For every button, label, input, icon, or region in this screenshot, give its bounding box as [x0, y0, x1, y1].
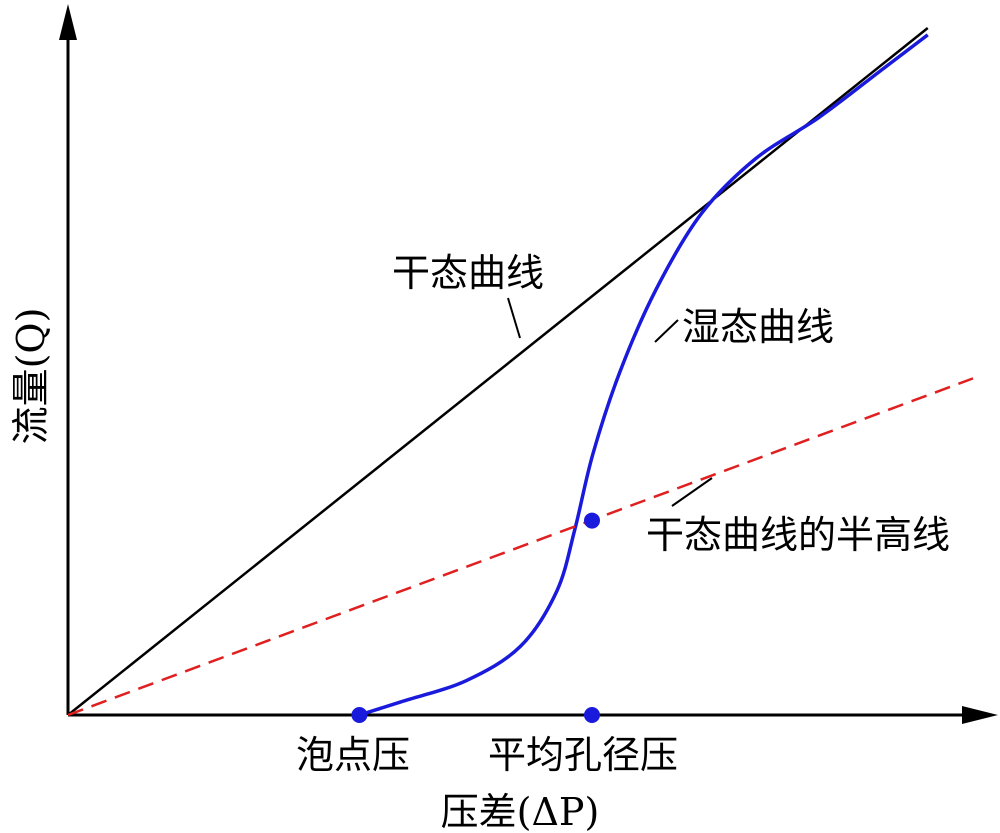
half-line-label: 干态曲线的半高线 [646, 513, 950, 557]
wet-curve-line [358, 33, 929, 717]
half-line-leader [671, 477, 713, 507]
y-axis-label: 流量(Q) [9, 308, 53, 445]
dry-curve-leader [507, 297, 521, 339]
bubble-point-marker [351, 707, 368, 723]
bubble-point-label: 泡点压 [296, 733, 410, 777]
mean-pore-label: 平均孔径压 [488, 733, 678, 777]
mean-pore-marker [583, 707, 600, 723]
x-axis-arrow [962, 706, 998, 724]
dry-curve-line [67, 27, 929, 716]
x-axis-label: 压差(ΔP) [441, 790, 600, 833]
points-layer [351, 512, 600, 723]
series-layer [67, 27, 974, 717]
wet-curve-label: 湿态曲线 [682, 305, 834, 349]
half-height-line [67, 377, 974, 717]
y-axis-arrow [59, 4, 77, 40]
wet-curve-leader [654, 319, 679, 343]
dry-curve-label: 干态曲线 [392, 251, 544, 295]
intersection-marker [583, 512, 600, 529]
